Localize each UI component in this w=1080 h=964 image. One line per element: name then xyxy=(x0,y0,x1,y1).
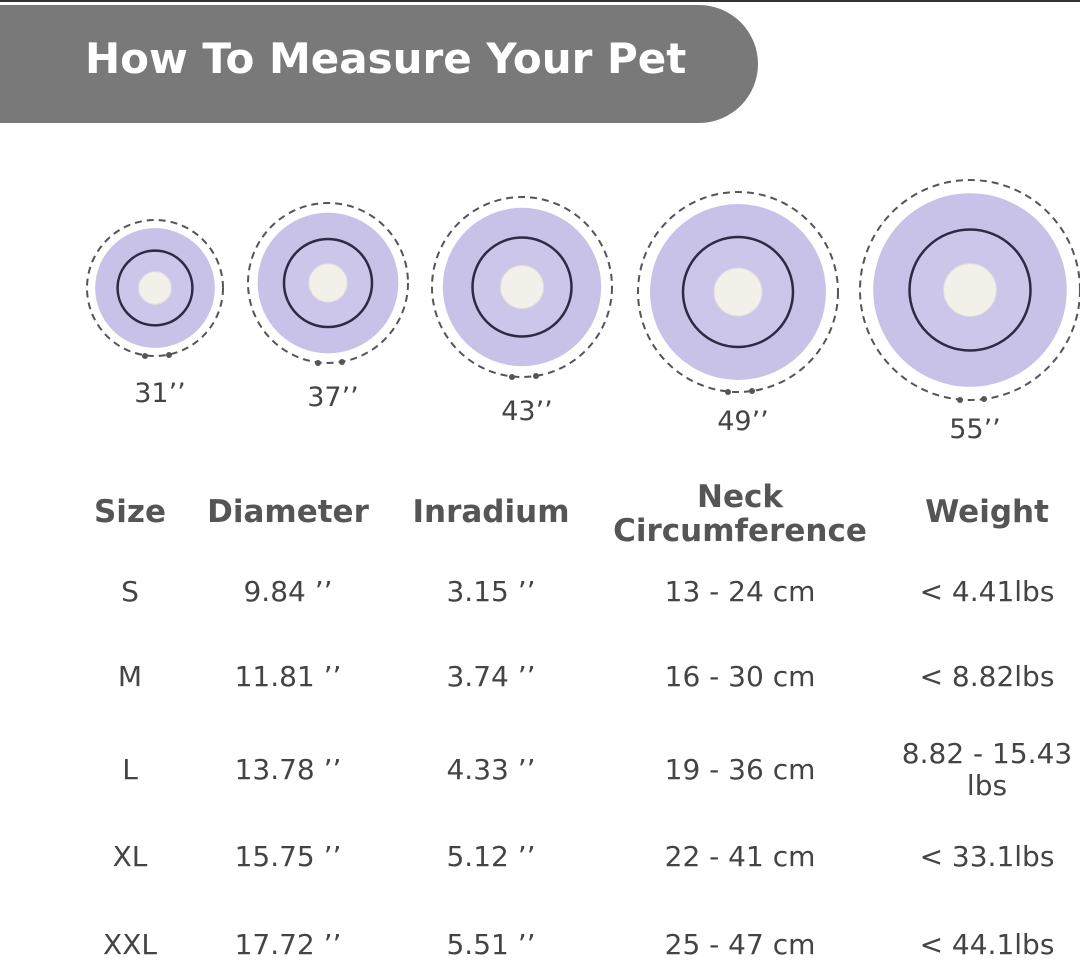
table-cell: L xyxy=(122,753,138,786)
table-cell: XXL xyxy=(103,928,157,961)
table-cell: XL xyxy=(112,840,148,873)
table-cell: 5.12 ’’ xyxy=(446,840,536,873)
collar-dot xyxy=(166,352,172,358)
column-header: Diameter xyxy=(207,494,369,530)
collar-neck xyxy=(308,263,348,303)
collar-dot xyxy=(339,359,345,365)
collar-size-label: 37’’ xyxy=(307,382,359,413)
column-header: Weight xyxy=(925,494,1049,530)
table-cell: 16 - 30 cm xyxy=(664,660,816,693)
collar-dot xyxy=(957,397,963,403)
table-cell: 17.72 ’’ xyxy=(234,928,342,961)
collar-neck xyxy=(713,267,763,317)
table-cell: < 8.82lbs xyxy=(919,660,1055,693)
table-cell: 3.15 ’’ xyxy=(446,575,536,608)
table-cell: 8.82 - 15.43 lbs xyxy=(901,737,1073,802)
table-cell: 9.84 ’’ xyxy=(243,575,333,608)
top-border xyxy=(0,0,1080,2)
table-cell: < 33.1lbs xyxy=(919,840,1055,873)
table-cell: S xyxy=(121,575,139,608)
collar-dot xyxy=(725,389,731,395)
collar-neck xyxy=(943,263,997,317)
collar-dot xyxy=(533,373,539,379)
table-cell: 11.81 ’’ xyxy=(234,660,342,693)
collar-outline xyxy=(431,196,613,378)
column-header: Inradium xyxy=(412,494,570,530)
collar-dot xyxy=(981,396,987,402)
table-cell: M xyxy=(117,660,143,693)
collar-outline xyxy=(637,191,839,393)
collar-size-label: 49’’ xyxy=(717,406,769,437)
header-title: How To Measure Your Pet xyxy=(85,34,687,83)
table-cell: 25 - 47 cm xyxy=(664,928,816,961)
collar-neck xyxy=(499,264,545,310)
collar-outline xyxy=(859,179,1080,401)
column-header: Size xyxy=(93,494,167,530)
column-header: Neck Circumference xyxy=(613,479,867,549)
collar-outline xyxy=(86,219,224,357)
table-cell: 13 - 24 cm xyxy=(664,575,816,608)
collar-dot xyxy=(315,360,321,366)
table-cell: 15.75 ’’ xyxy=(234,840,342,873)
collar-size-label: 55’’ xyxy=(949,414,1001,445)
collar-illustrations xyxy=(86,179,1080,403)
table-cell: < 44.1lbs xyxy=(919,928,1055,961)
table-cell: 5.51 ’’ xyxy=(446,928,536,961)
table-cell: 4.33 ’’ xyxy=(446,753,536,786)
table-cell: 19 - 36 cm xyxy=(664,753,816,786)
collar-dot xyxy=(509,374,515,380)
collar-size-label: 43’’ xyxy=(501,396,553,427)
table-cell: 13.78 ’’ xyxy=(234,753,342,786)
table-cell: < 4.41lbs xyxy=(919,575,1055,608)
table-cell: 22 - 41 cm xyxy=(664,840,816,873)
collar-dot xyxy=(142,353,148,359)
collar-outline xyxy=(247,202,409,364)
collar-neck xyxy=(138,271,172,305)
table-cell: 3.74 ’’ xyxy=(446,660,536,693)
collar-dot xyxy=(749,388,755,394)
header-tab xyxy=(0,5,758,123)
collar-size-label: 31’’ xyxy=(134,378,186,409)
